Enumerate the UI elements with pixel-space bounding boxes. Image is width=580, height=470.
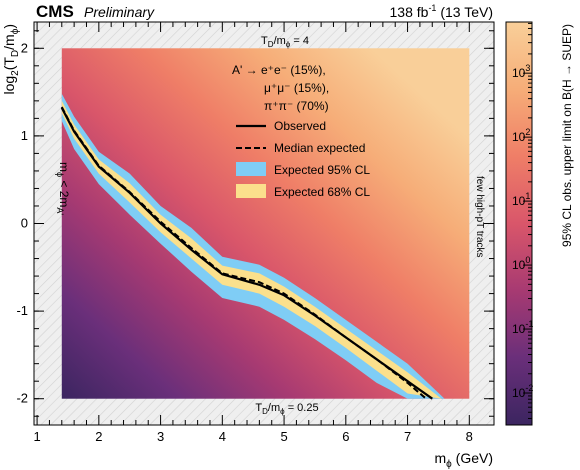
legend: A' → e⁺e⁻ (15%), μ⁺μ⁻ (15%), π⁺π⁻ (70%) … <box>232 63 370 199</box>
z-tick-label: 10-2 <box>512 383 533 400</box>
colorbar-ticks: 10-2 10-1 100 101 102 103 <box>512 22 533 419</box>
legend-decay-line1: A' → e⁺e⁻ (15%), <box>232 63 326 77</box>
y-tick-label: 1 <box>21 128 28 143</box>
legend-decay-line3: π⁺π⁻ (70%) <box>264 99 329 113</box>
annotation-bottom: TD/mϕ = 0.25 <box>255 402 318 416</box>
z-tick-label: 102 <box>512 127 530 144</box>
z-tick-label: 103 <box>512 63 530 80</box>
y-tick-label: -1 <box>16 303 28 318</box>
annotation-right: few high-pT tracks <box>474 176 485 258</box>
y-tick-label: 2 <box>21 40 28 55</box>
legend-band68-label: Expected 68% CL <box>274 185 370 199</box>
expected-95cl-band <box>61 93 445 399</box>
legend-decay-line2: μ⁺μ⁻ (15%), <box>264 81 329 95</box>
annotation-left: mϕ < 2mA' <box>55 162 71 215</box>
y-axis-ticks: -2 -1 0 1 2 <box>16 30 494 417</box>
status-label: Preliminary <box>84 4 155 20</box>
colorbar <box>505 21 533 426</box>
annotation-top: TD/mϕ = 4 <box>261 35 309 49</box>
legend-band95-swatch <box>236 162 266 176</box>
observed-curve <box>60 107 433 400</box>
x-tick-label: 3 <box>157 429 164 444</box>
x-tick-label: 8 <box>466 429 473 444</box>
legend-band68-swatch <box>236 184 266 198</box>
legend-expected-label: Median expected <box>274 141 365 155</box>
y-tick-label: 0 <box>21 216 28 231</box>
y-tick-label: -2 <box>16 391 28 406</box>
legend-band95-label: Expected 95% CL <box>274 163 370 177</box>
x-tick-label: 4 <box>219 429 226 444</box>
experiment-label: CMS <box>36 2 74 21</box>
z-tick-label: 100 <box>512 255 530 272</box>
legend-observed-label: Observed <box>274 119 326 133</box>
x-tick-label: 1 <box>33 429 40 444</box>
x-tick-label: 5 <box>280 429 287 444</box>
x-tick-label: 6 <box>342 429 349 444</box>
y-axis-title: log2(TD/mϕ) <box>1 24 21 95</box>
heatmap-region <box>61 48 470 399</box>
luminosity-label: 138 fb-1 (13 TeV) <box>390 3 494 20</box>
z-tick-label: 101 <box>512 191 530 208</box>
x-axis-title: mϕ (GeV) <box>434 450 493 470</box>
colorbar-title: 95% CL obs. upper limit on B(H → SUEP) <box>560 24 574 247</box>
x-tick-label: 7 <box>404 429 411 444</box>
x-axis-ticks: 1 2 3 4 5 6 7 8 <box>33 22 473 444</box>
z-tick-label: 10-1 <box>512 319 533 336</box>
x-tick-label: 2 <box>95 429 102 444</box>
